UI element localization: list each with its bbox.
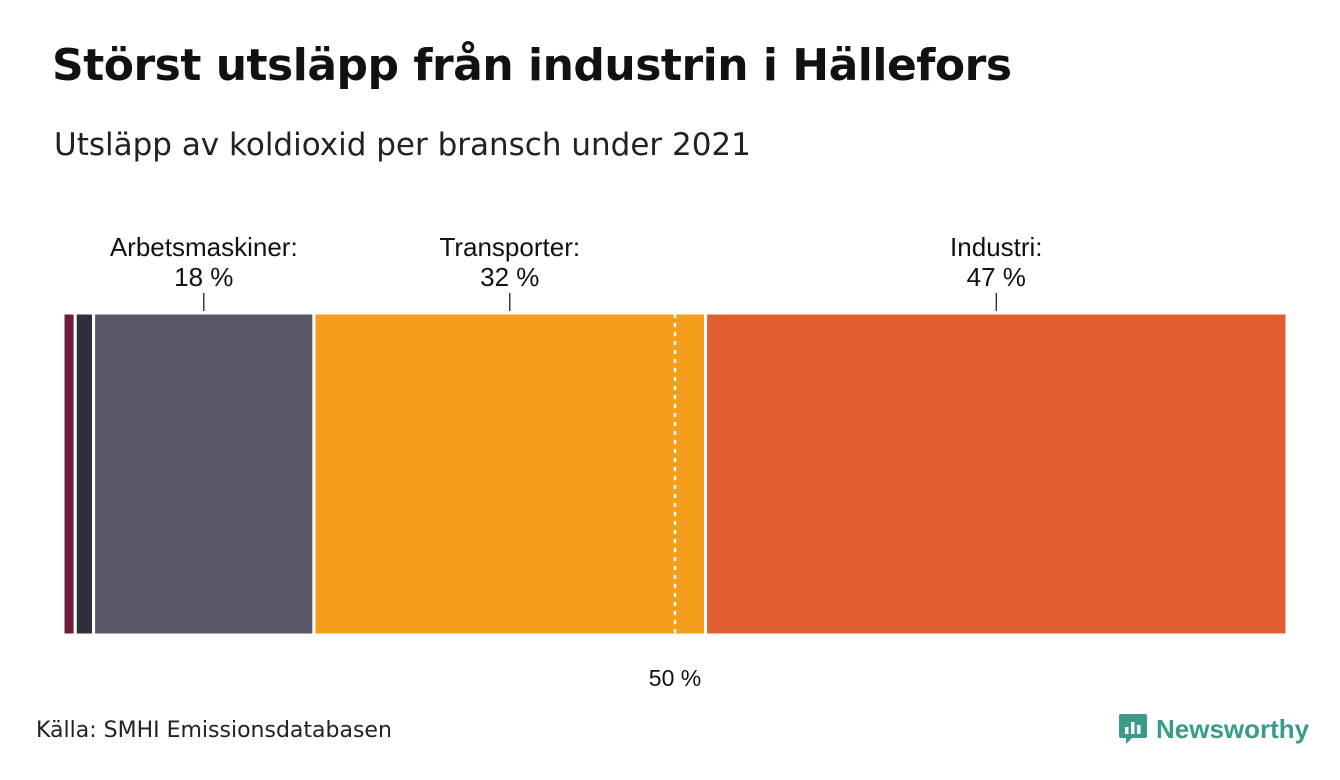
segment-label: Industri: bbox=[950, 232, 1043, 262]
reference-line-label: 50 % bbox=[649, 665, 701, 691]
newsworthy-logo-icon bbox=[1119, 714, 1147, 744]
bar-segment-small-1 bbox=[73, 311, 96, 637]
bar-segment-industri bbox=[704, 311, 1289, 637]
segment-value-label: 47 % bbox=[967, 262, 1026, 292]
source-note: Källa: SMHI Emissionsdatabasen bbox=[36, 718, 392, 743]
bar-segment-transporter bbox=[312, 311, 708, 637]
chart-subtitle: Utsläpp av koldioxid per bransch under 2… bbox=[54, 127, 751, 163]
brand-logo: Newsworthy bbox=[1118, 712, 1309, 746]
segment-label: Arbetsmaskiner: bbox=[110, 232, 298, 262]
segment-value-label: 32 % bbox=[480, 262, 539, 292]
brand-name: Newsworthy bbox=[1156, 713, 1310, 744]
chart-title: Störst utsläpp från industrin i Hällefor… bbox=[52, 40, 1012, 91]
bar-segment-small-0 bbox=[61, 311, 77, 637]
segment-value-label: 18 % bbox=[174, 262, 233, 292]
bar-segment-arbetsmaskiner bbox=[92, 311, 316, 637]
stacked-bar-chart: Arbetsmaskiner:18 % Transporter:32 % Indus… bbox=[61, 232, 1289, 691]
segment-label: Transporter: bbox=[439, 232, 580, 262]
